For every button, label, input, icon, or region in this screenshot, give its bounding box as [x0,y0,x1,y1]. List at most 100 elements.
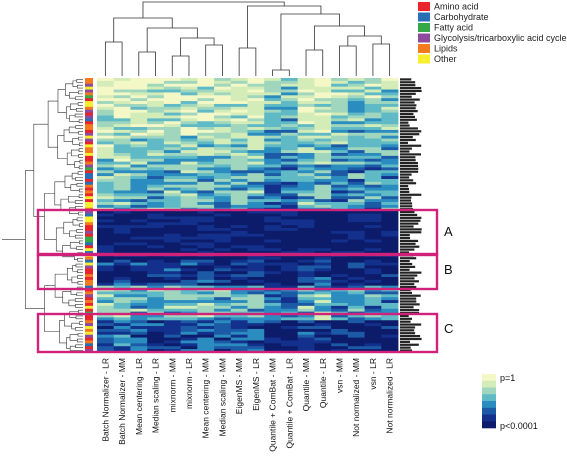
heat-cell [180,262,198,266]
heat-cell [97,193,115,197]
heat-cell [314,152,332,157]
heat-cell [381,277,399,281]
row-label-mark [400,141,408,144]
heat-cell [247,331,265,336]
row-dendrogram-link [78,211,83,216]
heat-cell [97,349,115,353]
heat-cell [214,181,232,186]
category-cell [85,282,93,287]
heat-cell [247,349,265,353]
category-cell [85,259,93,263]
heat-cell [347,305,365,310]
row-label-mark [400,81,416,84]
heat-cell [197,132,215,137]
category-cell [85,291,93,295]
heat-cell [264,262,282,266]
row-label-mark [400,86,422,90]
dendrogram-link [180,37,215,56]
heat-cell [230,193,248,197]
heat-cell [247,193,265,197]
heat-cell [314,279,332,284]
heat-cell [180,233,198,238]
heat-cell [163,129,182,134]
heat-cell [314,127,332,131]
row-label-mark [400,130,422,133]
heat-cell [314,337,332,341]
heat-cell [347,170,365,174]
heat-cell [180,219,198,223]
heat-cell [247,285,265,289]
heat-cell [180,173,198,177]
heat-cell [163,124,182,128]
category-cell [85,167,93,171]
heat-cell [247,227,265,232]
column-label: Median scaling - LR [151,358,161,433]
heat-cell [97,340,115,344]
heat-cell [163,256,182,261]
heat-cell [214,95,232,99]
heat-cell [347,294,365,298]
heat-cell [247,121,265,125]
category-cell [85,144,93,148]
row-label-mark [400,107,416,110]
heat-cell [364,242,382,246]
heat-cell [347,176,365,180]
heat-cell [297,245,315,249]
heat-cell [364,262,382,266]
heat-cell [331,89,349,93]
heat-cell [314,242,332,246]
heat-cell [364,308,382,313]
category-cell [85,187,93,191]
heat-cell [331,219,349,223]
heat-cell [247,127,265,131]
heat-cell [197,300,215,304]
heat-cell [264,115,282,119]
heat-cell [214,98,232,102]
heat-cell [314,150,332,154]
heat-cell [214,129,232,134]
row-label-mark [400,176,410,179]
heat-cell [230,230,248,235]
heat-cell [130,265,148,269]
heat-cell [314,297,332,301]
heat-cell [214,158,232,163]
heat-cell [130,216,148,220]
heat-cell [264,225,282,229]
heat-cell [331,193,349,197]
heat-cell [314,320,332,324]
category-cell [85,328,93,333]
row-label-mark [400,127,418,130]
heat-cell [147,132,165,137]
heat-cell [113,245,131,249]
heat-cell [314,262,332,266]
heat-cell [180,95,198,99]
heat-cell [331,297,349,301]
row-dendrogram-link [74,113,83,118]
row-dendrogram-link [54,181,65,206]
heat-cell [130,294,148,298]
heat-cell [347,147,365,151]
heat-cell [247,95,265,99]
heat-cell [247,305,265,310]
heat-cell [130,323,148,327]
heat-cell [381,213,399,217]
heat-cell [130,251,148,255]
dendrogram-link [205,44,223,76]
heat-cell [214,173,232,177]
heat-cell [314,83,332,88]
heat-cell [180,178,198,183]
category-cell [85,98,93,102]
heat-cell [147,320,165,324]
category-cell [85,109,93,114]
heat-cell [314,210,332,214]
dendrogram-link [280,13,340,70]
row-dendrogram-link [70,184,80,191]
category-cell [85,213,93,217]
heat-cell [230,181,248,186]
heat-cell [130,187,148,191]
heat-cell [280,176,299,180]
heat-cell [364,173,382,177]
heat-cell [381,135,399,139]
heat-cell [381,176,399,180]
heat-cell [163,83,182,88]
